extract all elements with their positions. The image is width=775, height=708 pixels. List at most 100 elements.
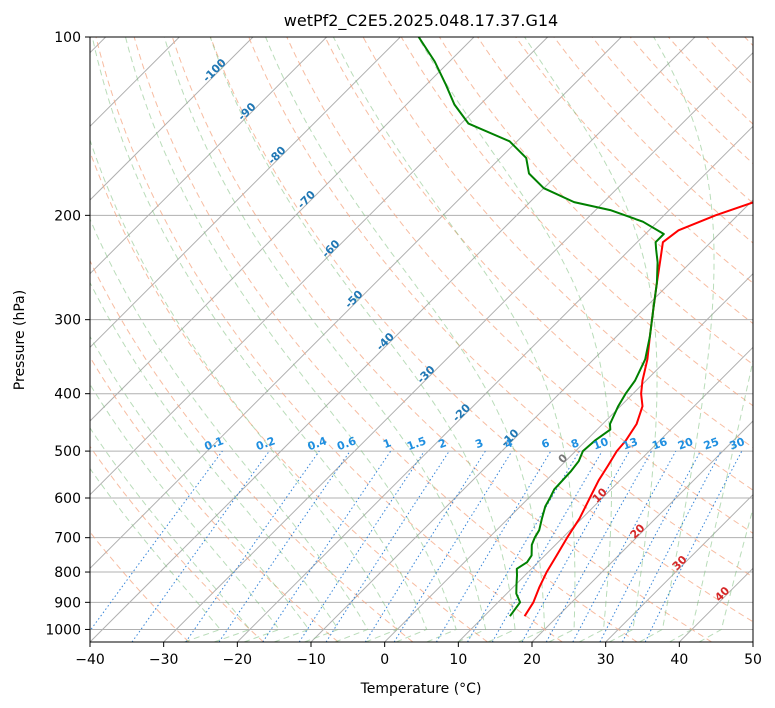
- mixing-ratio-line: [90, 450, 223, 632]
- plot-area: [90, 37, 753, 642]
- moist-adiabat: [669, 358, 753, 642]
- isotherm-line: [90, 37, 475, 422]
- x-tick-label: 40: [670, 652, 688, 668]
- mixing-ratio-label: 2: [437, 436, 449, 451]
- moist-adiabat: [90, 335, 310, 642]
- x-tick-label: 30: [597, 652, 615, 668]
- mixing-ratio-line: [393, 450, 513, 642]
- mixing-ratio-line: [491, 450, 603, 642]
- mixing-ratio-line: [572, 450, 677, 642]
- x-tick-label: −40: [75, 652, 105, 668]
- isotherm-line: [163, 51, 753, 642]
- dry-adiabat: [171, 37, 712, 642]
- dry-adiabat: [591, 37, 753, 204]
- dry-adiabat: [515, 37, 753, 284]
- isotherm-line: [90, 37, 549, 496]
- moist-adiabat: [209, 37, 516, 642]
- y-tick-label: 300: [54, 313, 81, 329]
- mixing-ratio-line: [545, 450, 653, 642]
- isotherm-line: [90, 37, 401, 349]
- x-tick-label: −30: [149, 652, 179, 668]
- mixing-ratio-label: 20: [676, 435, 695, 453]
- x-tick-label: 10: [449, 652, 467, 668]
- moist-adiabat: [90, 427, 251, 642]
- dry-adiabat: [400, 37, 753, 407]
- x-tick-label: 0: [380, 652, 389, 668]
- dry-adiabat: [210, 37, 753, 623]
- y-tick-label: 1000: [45, 622, 81, 638]
- dry-adiabat: [477, 37, 753, 325]
- x-axis-label: Temperature (°C): [360, 681, 482, 697]
- mixing-ratio-label: 16: [650, 435, 669, 453]
- mixing-ratio-line: [435, 450, 552, 642]
- mixing-ratio-label: 10: [591, 435, 610, 453]
- mixing-ratio-label: 3: [473, 436, 485, 451]
- moist-adiabat: [90, 467, 222, 642]
- mixing-ratio-label: 0.2: [254, 434, 277, 453]
- mixing-ratio-line: [185, 450, 320, 642]
- mixing-ratio-label: 6: [540, 436, 552, 451]
- dry-adiabat: [133, 37, 638, 642]
- mixing-ratio-line: [218, 450, 351, 642]
- y-axis-label: Pressure (hPa): [12, 290, 28, 390]
- isotherm-line: [531, 420, 753, 642]
- x-tick-label: −10: [296, 652, 326, 668]
- isotherm-line: [384, 272, 753, 642]
- plot-frame: [89, 36, 754, 643]
- mixing-ratio-label: 1.5: [405, 434, 428, 453]
- y-tick-label: 200: [54, 208, 81, 224]
- mixing-ratio-label: 0.1: [203, 434, 226, 453]
- y-tick-label: 800: [54, 565, 81, 581]
- mixing-ratio-label: 13: [621, 435, 640, 452]
- moist-adiabat: [265, 37, 546, 642]
- moist-adiabat: [90, 138, 398, 642]
- y-tick-label: 700: [54, 531, 81, 547]
- y-tick-label: 500: [54, 444, 81, 460]
- x-tick-label: −20: [223, 652, 253, 668]
- dry-adiabat: [629, 37, 753, 165]
- isotherm-line: [605, 493, 753, 642]
- moist-adiabat: [90, 281, 340, 642]
- mixing-ratio-label: 30: [728, 435, 747, 453]
- dry-adiabat: [362, 37, 753, 449]
- isotherm-line: [90, 37, 696, 642]
- isotherm-line: [90, 37, 254, 201]
- dry-adiabat: [324, 37, 753, 491]
- y-tick-label: 100: [54, 30, 81, 46]
- x-tick-label: 20: [523, 652, 541, 668]
- moist-adiabat: [332, 37, 576, 642]
- dry-adiabat: [248, 37, 753, 578]
- mixing-ratio-line: [325, 450, 450, 642]
- mixing-ratio-label: 25: [702, 435, 721, 452]
- dry-adiabat: [90, 259, 414, 642]
- mixing-ratio-line: [521, 450, 630, 642]
- isotherm-line: [457, 346, 753, 642]
- moist-adiabat: [639, 37, 715, 642]
- dry-adiabat: [95, 37, 563, 642]
- chart-title: wetPf2_C2E5.2025.048.17.37.G14: [284, 11, 558, 31]
- axes: −40 −30 −20 −10 0 10 20 30 40 5010020030040050060…: [45, 30, 762, 668]
- isotherm-line: [90, 37, 328, 275]
- mixing-ratio-label: 1: [381, 436, 393, 451]
- mixing-ratio-line: [131, 450, 270, 642]
- mixing-ratio-label: 0.6: [335, 434, 358, 453]
- temperature-line: [523, 201, 753, 617]
- dry-adiabat: [90, 445, 264, 642]
- moist-adiabat: [417, 37, 612, 642]
- y-tick-label: 600: [54, 491, 81, 507]
- mixing-ratio-label: 0.4: [306, 434, 329, 453]
- moist-adiabat: [125, 37, 457, 642]
- mixing-ratio-label: 4: [503, 436, 515, 451]
- mixing-ratio-line: [364, 450, 486, 642]
- mixing-ratio-label: 8: [569, 436, 581, 451]
- y-tick-label: 900: [54, 595, 81, 611]
- y-tick-label: 400: [54, 387, 81, 403]
- isotherm-line: [90, 37, 622, 570]
- dewpoint-line: [417, 37, 665, 617]
- moist-adiabat: [90, 383, 281, 642]
- moist-adiabat: [90, 217, 369, 642]
- moist-adiabat: [163, 37, 487, 642]
- x-tick-label: 50: [744, 652, 762, 668]
